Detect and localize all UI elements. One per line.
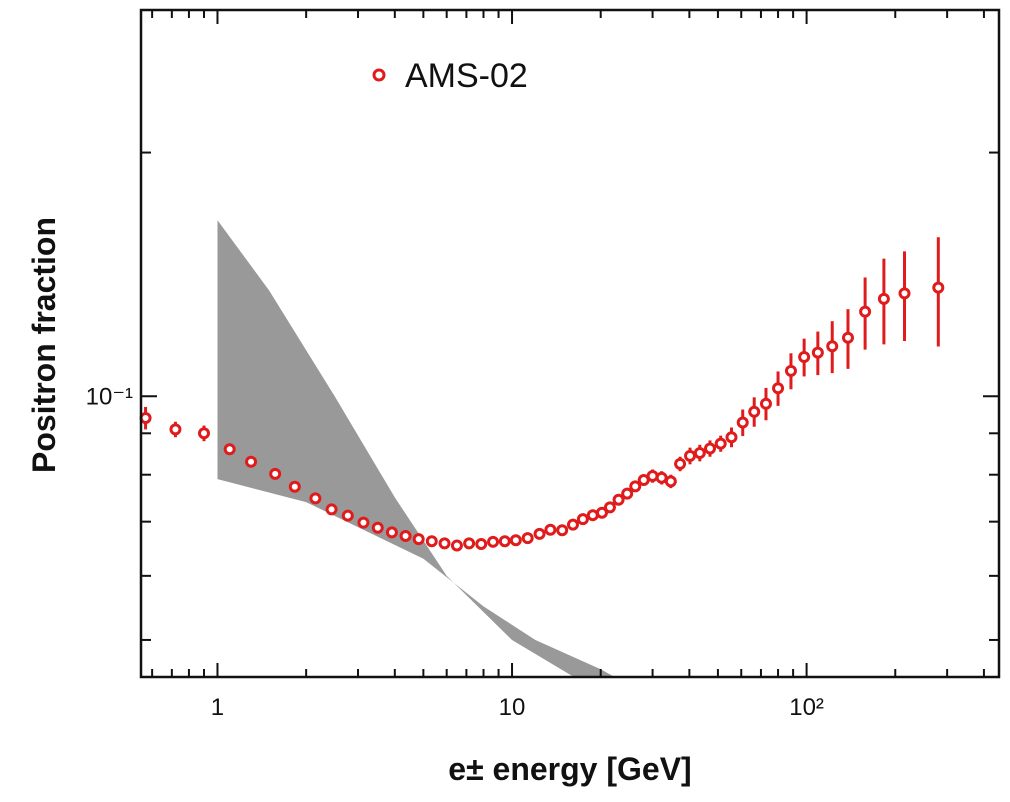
data-point <box>772 382 785 395</box>
data-point <box>425 535 438 548</box>
data-point <box>533 527 546 540</box>
data-point <box>544 523 557 536</box>
x-axis-title: e± energy [GeV] <box>448 751 691 787</box>
data-point <box>357 516 370 529</box>
data-point <box>693 446 706 459</box>
data-point <box>759 397 772 410</box>
data-point <box>603 501 616 514</box>
data-point <box>223 443 236 456</box>
data-point <box>859 305 872 318</box>
data-point <box>621 487 634 500</box>
data-point <box>586 509 599 522</box>
data-point <box>877 292 890 305</box>
data-point <box>288 480 301 493</box>
data-point <box>371 521 384 534</box>
data-point <box>556 524 569 537</box>
data-point <box>684 449 697 462</box>
data-point <box>612 493 625 506</box>
data-point <box>664 475 677 488</box>
data-point <box>595 506 608 519</box>
legend-label: AMS-02 <box>405 57 528 95</box>
plot-frame <box>139 8 1001 679</box>
data-point <box>784 364 797 377</box>
x-tick-label: 10² <box>789 694 824 721</box>
data-point <box>841 331 854 344</box>
data-point <box>566 518 579 531</box>
y-tick-label: 10⁻¹ <box>86 383 133 410</box>
data-point <box>498 535 511 548</box>
data-point <box>450 539 463 552</box>
data-point <box>487 535 500 548</box>
data-point <box>811 346 824 359</box>
data-point <box>385 526 398 539</box>
data-point <box>898 287 911 300</box>
data-point <box>475 537 488 550</box>
data-point <box>412 533 425 546</box>
data-point <box>714 437 727 450</box>
data-point <box>521 532 534 545</box>
data-point <box>341 509 354 522</box>
data-point <box>798 351 811 364</box>
data-point <box>169 423 182 436</box>
x-tick-label: 10 <box>499 694 526 721</box>
data-point <box>325 503 338 516</box>
data-point <box>509 534 522 547</box>
data-point <box>826 340 839 353</box>
data-point <box>932 281 945 294</box>
data-point <box>674 457 687 470</box>
data-point <box>748 405 761 418</box>
data-point <box>646 470 659 483</box>
data-point <box>704 442 717 455</box>
data-point <box>629 480 642 493</box>
data-point <box>725 431 738 444</box>
x-tick-label: 1 <box>211 694 224 721</box>
data-point <box>139 412 152 425</box>
data-point <box>736 416 749 429</box>
data-point <box>438 537 451 550</box>
legend: AMS-02 <box>372 57 528 95</box>
data-point <box>576 513 589 526</box>
legend-marker <box>372 68 386 82</box>
data-point <box>655 471 668 484</box>
model-band <box>217 220 615 677</box>
data-point <box>309 492 322 505</box>
data-point <box>269 467 282 480</box>
data-point <box>245 455 258 468</box>
y-axis-title: Positron fraction <box>26 217 62 473</box>
data-point <box>463 537 476 550</box>
data-point <box>197 427 210 440</box>
data-point <box>399 530 412 543</box>
